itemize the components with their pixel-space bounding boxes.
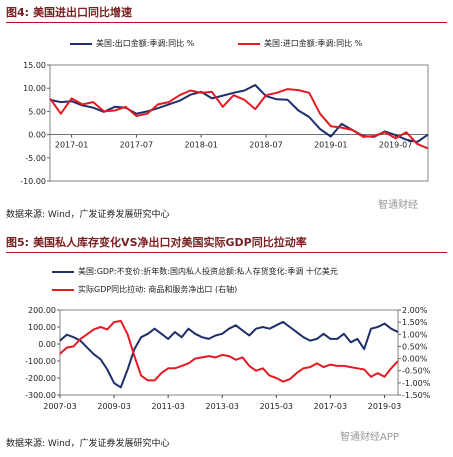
- figure4-label: 图4:: [6, 6, 30, 19]
- figure4-title-rule: [6, 22, 447, 23]
- y-tick-label: -10.00: [20, 177, 46, 186]
- y-right-tick-label: -1.50%: [402, 391, 431, 400]
- figure4-title: 图4: 美国进出口同比增速: [6, 4, 132, 20]
- x-tick-label: 2017-03: [314, 402, 347, 411]
- figure5-legend-netexport: 实际GDP同比拉动: 商品和服务净出口 (右轴): [52, 284, 237, 295]
- legend-label-import: 美国:进口金额:季调:同比 %: [264, 39, 363, 48]
- figure5-source: 数据来源: Wind，广发证券发展研究中心: [6, 439, 170, 449]
- plot-frame: [49, 64, 429, 182]
- x-tick-label: 2019-03: [368, 402, 401, 411]
- x-tick-label: 2017-01: [55, 141, 88, 150]
- y-right-tick-label: 1.00%: [402, 330, 428, 339]
- y-right-tick-label: 0.00%: [402, 355, 428, 364]
- y-left-tick-label: -200.00: [25, 374, 56, 383]
- legend-swatch-inventory: [52, 270, 74, 273]
- y-left-tick-label: 0.00: [38, 340, 56, 349]
- x-tick-label: 2018-01: [184, 141, 217, 150]
- y-tick-label: 5.00: [28, 107, 46, 116]
- y-left-tick-label: -100.00: [25, 357, 56, 366]
- x-tick-label: 2018-07: [249, 141, 282, 150]
- figure4-chart: 15.00 10.00 5.00 0.00 -5.00 -10.00 2017-01 2017…: [20, 61, 429, 186]
- x-tick-label: 2019-01: [314, 141, 347, 150]
- y-right-tick-label: -1.00%: [402, 379, 431, 388]
- figure5-label: 图5:: [6, 236, 30, 249]
- figure5-watermark: 智通财经APP: [340, 432, 399, 443]
- y-tick-label: 10.00: [23, 84, 46, 93]
- legend-swatch-import: [238, 42, 260, 45]
- figure5-title: 图5: 美国私人库存变化VS净出口对美国实际GDP同比拉动率: [6, 234, 307, 250]
- figure5-title-rule: [6, 252, 447, 253]
- y-right-tick-label: -0.50%: [402, 367, 431, 376]
- x-tick-label: 2017-07: [120, 141, 153, 150]
- y-right-tick-label: 2.00%: [402, 306, 428, 315]
- legend-swatch-export: [70, 42, 92, 45]
- y-tick-label: 0.00: [28, 131, 46, 140]
- legend-swatch-netexport: [52, 288, 74, 291]
- x-tick-label: 2019-07: [379, 141, 412, 150]
- figure5-title-text: 美国私人库存变化VS净出口对美国实际GDP同比拉动率: [33, 236, 307, 249]
- series-line-export: [49, 84, 429, 143]
- legend-label-inventory: 美国:GDP:不变价:折年数:国内私人投资总额:私人存货变化:季调 十亿美元: [78, 267, 338, 276]
- figure4-legend-export: 美国:出口金额:季调:同比 %: [70, 38, 194, 49]
- y-left-tick-label: 100.00: [28, 323, 56, 332]
- series-line-inventory: [59, 320, 399, 389]
- figure4-source: 数据来源: Wind，广发证券发展研究中心: [6, 210, 170, 220]
- y-tick-label: 15.00: [23, 61, 46, 70]
- x-tick-label: 2007-03: [43, 402, 76, 411]
- y-right-tick-label: 0.50%: [402, 342, 428, 351]
- legend-label-export: 美国:出口金额:季调:同比 %: [96, 39, 195, 48]
- y-left-tick-label: -300.00: [25, 391, 56, 400]
- y-left-tick-label: 200.00: [28, 306, 56, 315]
- series-line-netexport: [59, 319, 399, 383]
- y-tick-label: -5.00: [25, 154, 46, 163]
- series-line-import: [49, 88, 429, 150]
- figure5-chart: 200.00 100.00 0.00 -100.00 -200.00 -300.00 2.0…: [25, 306, 431, 411]
- figure4-watermark: 智通财经: [378, 200, 418, 211]
- y-right-tick-label: 1.50%: [402, 318, 428, 327]
- x-tick-label: 2009-03: [97, 402, 130, 411]
- figure5-legend-inventory: 美国:GDP:不变价:折年数:国内私人投资总额:私人存货变化:季调 十亿美元: [52, 266, 338, 277]
- x-tick-label: 2015-03: [260, 402, 293, 411]
- figure4-legend-import: 美国:进口金额:季调:同比 %: [238, 38, 362, 49]
- plot-frame: [59, 309, 399, 396]
- x-tick-label: 2011-03: [151, 402, 184, 411]
- figure4-title-text: 美国进出口同比增速: [33, 6, 133, 19]
- x-tick-label: 2013-03: [206, 402, 239, 411]
- legend-label-netexport: 实际GDP同比拉动: 商品和服务净出口 (右轴): [78, 285, 238, 294]
